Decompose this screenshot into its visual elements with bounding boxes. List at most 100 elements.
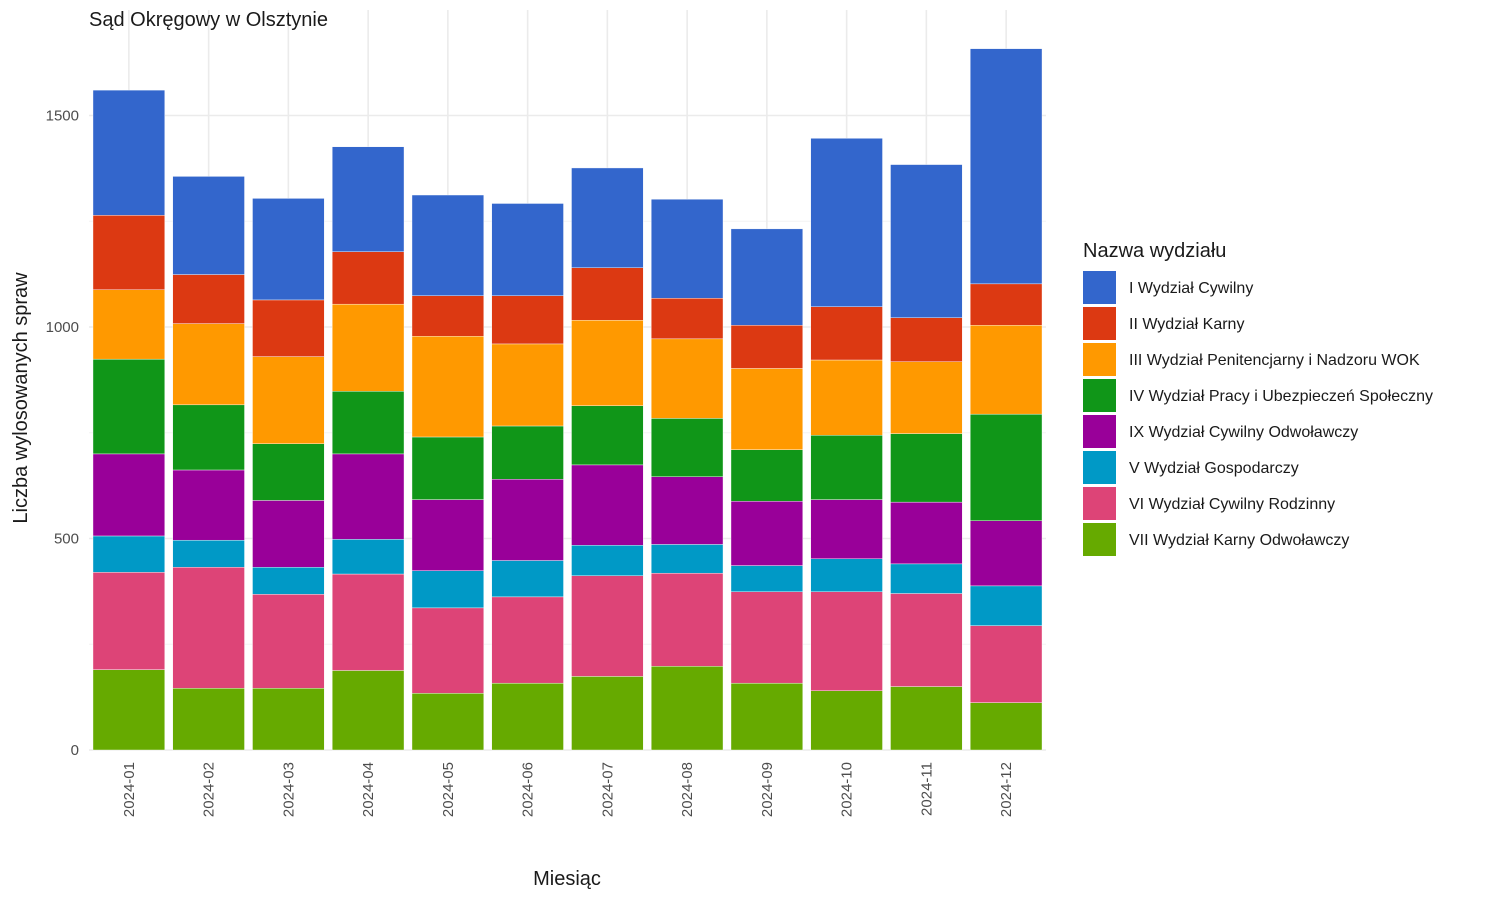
bar-segment <box>810 306 883 361</box>
bar-segment <box>172 274 245 324</box>
x-tick-label: 2024-03 <box>280 762 297 817</box>
x-axis-title: Miesiąc <box>533 868 601 890</box>
y-tick-label: 1000 <box>46 319 79 336</box>
bar-segment <box>651 572 724 667</box>
bar-segment <box>92 535 165 573</box>
bar-segment <box>92 289 165 360</box>
bar-segment <box>890 686 963 751</box>
bar-segment <box>491 295 564 345</box>
bar-segment <box>810 138 883 307</box>
x-tick-label: 2024-06 <box>520 762 537 817</box>
bar-segment <box>970 325 1043 415</box>
bar-segment <box>491 479 564 561</box>
x-tick-label: 2024-02 <box>201 762 218 817</box>
bar-segment <box>730 228 803 326</box>
bar-segment <box>252 688 325 751</box>
y-tick-label: 1500 <box>46 108 79 125</box>
bar-segment <box>332 303 405 392</box>
bar-segment <box>332 539 405 575</box>
bar-segment <box>172 469 245 541</box>
bar-segment <box>571 464 644 546</box>
bar-segment <box>970 520 1043 587</box>
bar-segment <box>332 251 405 305</box>
bar-segment <box>730 368 803 450</box>
bar-segment <box>332 573 405 671</box>
bar-segment <box>890 433 963 503</box>
bar-segment <box>571 320 644 406</box>
bar-segment <box>92 453 165 537</box>
legend-key <box>1083 415 1116 448</box>
bar-segment <box>970 48 1043 285</box>
bar-segment <box>332 453 405 540</box>
bar-segment <box>172 404 245 471</box>
bar-segment <box>810 690 883 751</box>
bar-segment <box>252 594 325 689</box>
legend-label: III Wydział Penitencjarny i Nadzoru WOK <box>1129 352 1420 369</box>
bar-segment <box>730 591 803 684</box>
legend-label: I Wydział Cywilny <box>1129 280 1253 297</box>
bar-segment <box>810 591 883 691</box>
bar-segment <box>332 146 405 252</box>
legend-key <box>1083 487 1116 520</box>
y-axis-title: Liczba wylosowanych spraw <box>10 272 32 524</box>
bar-segment <box>172 539 245 568</box>
bar-segment <box>411 295 484 337</box>
y-tick-label: 500 <box>54 531 79 548</box>
bar-segment <box>411 499 484 571</box>
legend-label: II Wydział Karny <box>1129 316 1244 333</box>
bar-segment <box>571 267 644 321</box>
bar-segment <box>491 596 564 684</box>
bar-segment <box>411 194 484 296</box>
bar-segment <box>172 688 245 751</box>
bar-segment <box>571 575 644 677</box>
bar-segment <box>890 563 963 594</box>
bar-segment <box>332 391 405 455</box>
bar-segment <box>252 198 325 301</box>
bar-segment <box>970 702 1043 751</box>
bar-segment <box>970 413 1043 521</box>
bar-segment <box>172 176 245 275</box>
bar-segment <box>92 89 165 216</box>
bar-segment <box>92 669 165 751</box>
bar-segment <box>252 299 325 357</box>
bar-segment <box>411 570 484 609</box>
bar-segment <box>970 585 1043 626</box>
bar-segment <box>252 567 325 595</box>
bar-segment <box>491 682 564 751</box>
bar-segment <box>571 676 644 751</box>
legend-label: IX Wydział Cywilny Odwoławczy <box>1129 424 1358 441</box>
bar-segment <box>92 358 165 455</box>
bar-segment <box>890 317 963 362</box>
legend-key <box>1083 343 1116 376</box>
bar-segment <box>252 356 325 444</box>
y-axis-ticks: 0 500 1000 1500 <box>46 108 79 760</box>
bar-segment <box>252 443 325 501</box>
bar-segment <box>651 418 724 477</box>
x-tick-label: 2024-01 <box>121 762 138 817</box>
bar-segment <box>890 593 963 687</box>
x-tick-label: 2024-07 <box>599 762 616 817</box>
chart-title: Sąd Okręgowy w Olsztynie <box>89 9 328 31</box>
bar-segment <box>890 361 963 434</box>
bar-segment <box>651 199 724 299</box>
x-tick-label: 2024-05 <box>440 762 457 817</box>
bar-segment <box>810 558 883 592</box>
x-tick-label: 2024-09 <box>759 762 776 817</box>
x-axis-ticks: 2024-01 2024-02 2024-03 2024-04 2024-05 2024-… <box>121 762 1015 817</box>
bar-segment <box>810 359 883 436</box>
bar-segment <box>491 560 564 598</box>
x-tick-label: 2024-08 <box>679 762 696 817</box>
bar-segment <box>810 435 883 500</box>
bar-segment <box>651 666 724 751</box>
bar-segment <box>890 501 963 565</box>
bar-segment <box>730 325 803 369</box>
bar-segment <box>411 607 484 694</box>
bars <box>92 48 1043 751</box>
bar-segment <box>890 164 963 318</box>
y-tick-label: 0 <box>71 742 79 759</box>
bar-segment <box>332 670 405 751</box>
bar-segment <box>651 476 724 545</box>
bar-segment <box>491 425 564 480</box>
legend-key <box>1083 451 1116 484</box>
